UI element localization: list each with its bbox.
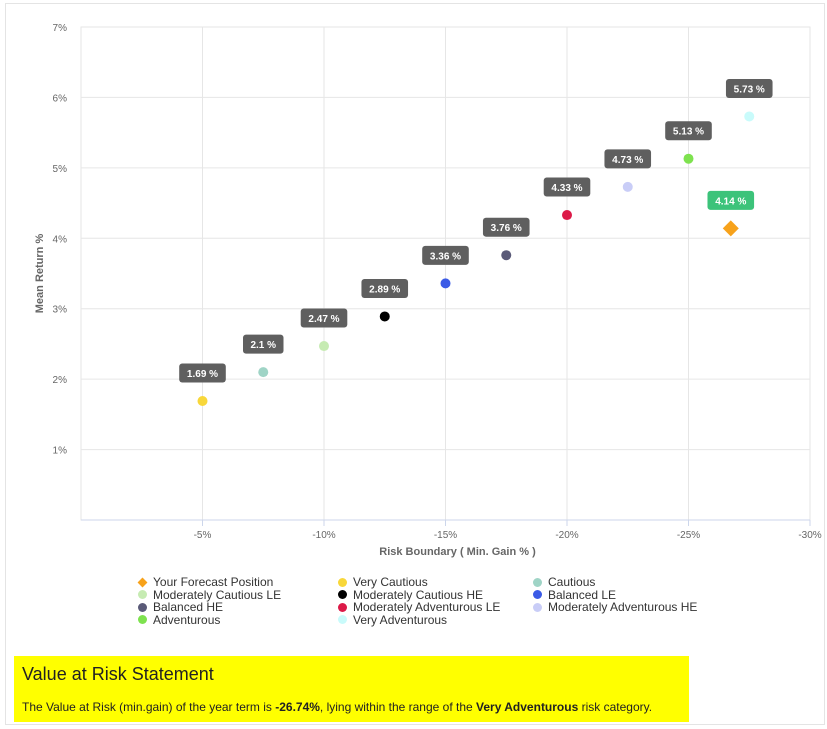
legend-item[interactable]: Balanced HE bbox=[138, 601, 338, 614]
statement-text-after: risk category. bbox=[578, 700, 653, 714]
data-label: 1.69 % bbox=[187, 369, 218, 380]
value-at-risk-statement: Value at Risk Statement The Value at Ris… bbox=[14, 656, 689, 722]
data-label: 5.73 % bbox=[734, 84, 765, 95]
statement-text-before: The Value at Risk (min.gain) of the year… bbox=[22, 700, 276, 714]
legend-label: Moderately Adventurous HE bbox=[548, 600, 698, 614]
chart-container bbox=[5, 3, 825, 725]
data-point bbox=[622, 181, 633, 192]
legend-label: Moderately Cautious LE bbox=[153, 587, 282, 602]
data-label: 4.33 % bbox=[551, 183, 582, 194]
data-label-bubble bbox=[725, 78, 773, 98]
x-tick-label: -20% bbox=[555, 530, 578, 541]
legend-label: Balanced HE bbox=[153, 600, 224, 614]
data-point bbox=[197, 395, 208, 406]
data-label: 2.1 % bbox=[250, 340, 276, 351]
legend-item[interactable]: Very Cautious bbox=[338, 576, 533, 589]
legend-label: Moderately Cautious HE bbox=[353, 587, 484, 602]
data-point bbox=[744, 111, 755, 122]
legend-item[interactable]: Balanced LE bbox=[533, 587, 733, 602]
legend-circle-icon bbox=[533, 590, 542, 600]
data-point bbox=[319, 341, 329, 352]
data-point bbox=[440, 278, 451, 289]
legend-item[interactable]: Moderately Adventurous HE bbox=[533, 601, 733, 614]
data-label-bubble bbox=[543, 177, 591, 197]
legend-item[interactable]: Moderately Cautious HE bbox=[338, 587, 533, 602]
legend-circle-icon bbox=[138, 615, 147, 625]
legend-item[interactable]: Very Adventurous bbox=[338, 612, 533, 627]
data-label: 4.14 % bbox=[715, 196, 746, 207]
statement-text: The Value at Risk (min.gain) of the year… bbox=[22, 700, 681, 714]
data-label: 4.73 % bbox=[612, 155, 643, 166]
legend-item[interactable]: Adventurous bbox=[138, 612, 338, 627]
y-tick-label: 4% bbox=[53, 234, 68, 245]
data-label: 3.36 % bbox=[430, 251, 461, 262]
y-axis-title: Mean Return % bbox=[34, 234, 46, 314]
y-tick-label: 1% bbox=[53, 446, 68, 457]
data-label: 3.76 % bbox=[491, 223, 522, 234]
forecast-position-marker bbox=[722, 220, 739, 237]
y-tick-label: 3% bbox=[53, 305, 68, 316]
y-tick-label: 6% bbox=[53, 93, 68, 104]
data-label-bubble bbox=[361, 278, 409, 298]
legend-label: Cautious bbox=[548, 575, 596, 589]
legend-circle-icon bbox=[338, 577, 347, 587]
legend-diamond-icon bbox=[137, 577, 148, 588]
data-point bbox=[562, 210, 572, 221]
data-point bbox=[379, 311, 390, 322]
risk-return-scatter-chart: 1% 2% 3% 4% 5% 6% 7% -5% -10% -15% -20% -25% -30% Ris… bbox=[34, 23, 822, 558]
legend-circle-icon bbox=[138, 590, 147, 600]
legend-label: Moderately Adventurous LE bbox=[353, 600, 501, 614]
legend-label: Adventurous bbox=[153, 612, 221, 627]
legend-circle-icon bbox=[533, 602, 542, 612]
data-label-bubble bbox=[665, 121, 712, 141]
legend-item[interactable]: Cautious bbox=[533, 576, 733, 589]
statement-title: Value at Risk Statement bbox=[22, 664, 214, 684]
y-tick-label: 5% bbox=[53, 164, 68, 175]
legend-circle-icon bbox=[338, 615, 347, 625]
legend-item[interactable]: Moderately Cautious LE bbox=[138, 587, 338, 602]
data-point bbox=[258, 367, 269, 378]
statement-var-value: -26.74% bbox=[275, 700, 320, 714]
legend-label: Very Cautious bbox=[353, 575, 428, 589]
legend-item[interactable]: Your Forecast Position bbox=[137, 575, 338, 589]
x-axis-title: Risk Boundary ( Min. Gain % ) bbox=[379, 546, 536, 558]
data-label-bubble bbox=[300, 308, 348, 328]
data-label-bubble bbox=[707, 190, 755, 210]
legend-label: Your Forecast Position bbox=[153, 575, 274, 589]
legend-circle-icon bbox=[338, 602, 347, 612]
data-label-bubble bbox=[482, 217, 530, 237]
data-point bbox=[501, 250, 512, 261]
x-tick-label: -30% bbox=[798, 530, 821, 541]
chart-legend: Your Forecast Position Very Cautious Cauti… bbox=[137, 575, 733, 627]
data-label: 5.13 % bbox=[673, 127, 704, 138]
y-tick-label: 2% bbox=[53, 375, 68, 386]
statement-category: Very Adventurous bbox=[476, 700, 579, 714]
data-label-bubble bbox=[179, 363, 226, 383]
legend-circle-icon bbox=[338, 590, 347, 600]
x-tick-label: -25% bbox=[677, 530, 700, 541]
data-label-bubble bbox=[422, 245, 469, 265]
legend-circle-icon bbox=[138, 602, 147, 612]
data-label-bubble bbox=[604, 149, 652, 169]
legend-label: Balanced LE bbox=[548, 587, 617, 602]
legend-circle-icon bbox=[533, 577, 542, 587]
statement-text-middle: , lying within the range of the bbox=[319, 700, 477, 714]
data-label: 2.89 % bbox=[369, 284, 400, 295]
x-tick-label: -10% bbox=[312, 530, 335, 541]
data-label: 2.47 % bbox=[308, 314, 339, 325]
x-tick-label: -15% bbox=[434, 530, 457, 541]
legend-item[interactable]: Moderately Adventurous LE bbox=[338, 601, 533, 614]
data-point bbox=[683, 153, 694, 164]
legend-label: Very Adventurous bbox=[353, 612, 448, 627]
data-label-bubble bbox=[243, 334, 284, 354]
y-tick-label: 7% bbox=[53, 23, 68, 34]
x-tick-label: -5% bbox=[194, 530, 212, 541]
